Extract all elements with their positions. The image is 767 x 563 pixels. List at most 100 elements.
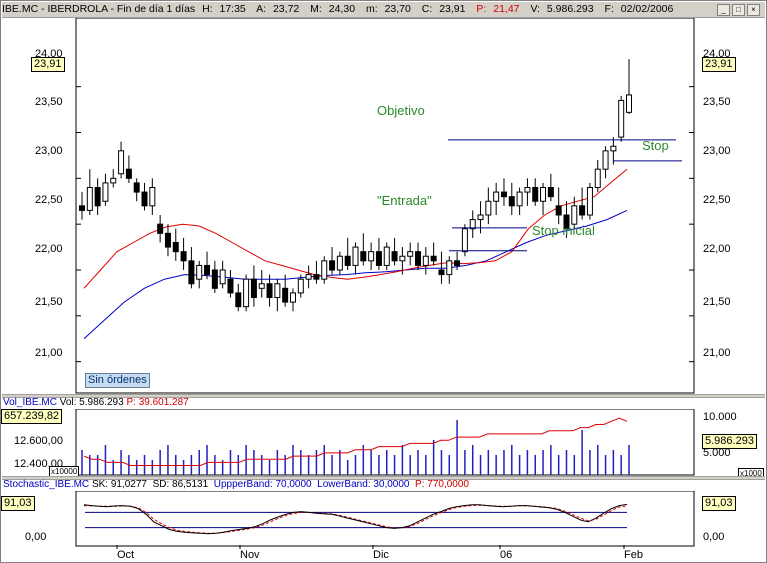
price-last-box-right: 23,91 xyxy=(702,57,736,72)
volume-tick-10000: 10.000 xyxy=(703,411,737,423)
candle-body xyxy=(383,246,390,266)
candle-body xyxy=(102,182,109,202)
sk-value: 91,0277 xyxy=(110,479,147,490)
candle-body xyxy=(508,196,515,207)
stoch-panel-title: Stochastic_IBE.MC SK: 91,0277 SD: 86,513… xyxy=(3,479,469,491)
lower-band-label: LowerBand: xyxy=(317,479,371,490)
candle-body xyxy=(555,205,562,216)
stoch-value-box: 91,03 xyxy=(1,496,35,511)
open-value: 23,72 xyxy=(272,3,300,15)
candle-body xyxy=(430,255,437,262)
stochastic-chart[interactable] xyxy=(1,491,766,547)
candle-body xyxy=(227,278,234,294)
volume-last-box: 5.986.293 xyxy=(702,434,757,449)
candle-body xyxy=(258,283,265,289)
x-tick-06: 06 xyxy=(500,549,513,561)
candle-body xyxy=(626,94,632,113)
candle-body xyxy=(532,187,539,202)
candle-body xyxy=(571,205,578,225)
volume-value-2: 5.986.293 xyxy=(79,397,124,408)
candle-body xyxy=(204,264,211,276)
candle-body xyxy=(336,255,343,271)
candle-body xyxy=(164,232,171,248)
price-chart[interactable] xyxy=(1,18,766,394)
candle-body xyxy=(516,191,523,207)
sd-value: 86,5131 xyxy=(172,479,209,490)
p-value: 21,47 xyxy=(493,3,520,15)
x-tick-oct: Oct xyxy=(117,549,135,561)
volume-value-box: 657.239,82 xyxy=(1,409,63,424)
open-label: A: xyxy=(256,3,267,15)
stoch-plot-frame xyxy=(75,491,695,547)
candle-body xyxy=(305,274,312,280)
x-tick-dic: Dic xyxy=(373,549,389,561)
candle-body xyxy=(579,205,586,216)
candle-body xyxy=(180,251,187,262)
candle-body xyxy=(586,187,593,216)
close-button[interactable]: × xyxy=(747,4,760,16)
candle-body xyxy=(118,150,125,175)
stoch-last-box: 91,03 xyxy=(702,496,736,511)
volume-chart[interactable] xyxy=(1,409,766,476)
candle-body xyxy=(274,283,281,298)
candle-body xyxy=(133,182,140,193)
stoch-tick-0: 0,00 xyxy=(25,531,47,543)
upper-band-value: 70,0000 xyxy=(275,479,312,490)
candle-body xyxy=(422,255,429,266)
h-label: H: xyxy=(202,3,213,15)
stoch-sk-line xyxy=(83,503,628,535)
annotation-entrada: "Entrada" xyxy=(377,193,432,208)
candle-body xyxy=(415,251,422,266)
ma-short-line xyxy=(83,168,628,289)
candle-body xyxy=(329,260,336,271)
low-label: m: xyxy=(365,3,378,15)
candle-body xyxy=(594,168,601,189)
volume-label-2: Vol: xyxy=(59,397,77,408)
volume-tick-12600: 12.600,00 xyxy=(14,435,63,447)
price-tick-right-21-5: 21,50 xyxy=(703,296,731,308)
panel-divider[interactable] xyxy=(2,394,765,398)
x-tick-feb: Feb xyxy=(624,549,643,561)
volume-p-value: 39.601.287 xyxy=(138,397,189,408)
candle-body xyxy=(157,223,164,234)
price-tick-right-22-5: 22,50 xyxy=(703,194,731,206)
candle-body xyxy=(321,260,328,280)
low-value: 23,70 xyxy=(384,3,411,15)
candle-body xyxy=(243,278,250,308)
stoch-sd-line xyxy=(83,504,628,534)
price-tick-21-5: 21,50 xyxy=(35,296,63,308)
orders-status-button[interactable]: Sin órdenes xyxy=(85,373,150,388)
volume-value: 5.986.293 xyxy=(546,3,594,15)
price-tick-right-22: 22,00 xyxy=(703,243,731,255)
x-tick-nov: Nov xyxy=(240,549,260,561)
price-tick-22-5: 22,50 xyxy=(35,194,63,206)
candle-body xyxy=(610,145,617,152)
close-value: 23,91 xyxy=(439,3,466,15)
price-plot-frame xyxy=(75,18,695,394)
volume-title: Vol_IBE.MC xyxy=(3,397,57,408)
candle-body xyxy=(344,255,351,266)
candle-body xyxy=(618,99,625,138)
candle-body xyxy=(391,251,398,262)
sk-label: SK: xyxy=(91,479,109,490)
candle-body xyxy=(141,191,148,207)
candle-body xyxy=(149,187,156,207)
date-value: 02/02/2006 xyxy=(620,3,674,15)
minimize-button[interactable]: _ xyxy=(717,4,730,16)
maximize-button[interactable]: □ xyxy=(732,4,745,16)
candle-body xyxy=(188,260,195,285)
price-tick-right-23: 23,00 xyxy=(703,145,731,157)
price-last-box-left: 23,91 xyxy=(31,57,65,72)
stoch-p-value: 770,0000 xyxy=(427,479,469,490)
candle-body xyxy=(235,292,242,308)
high-label: M: xyxy=(310,3,322,15)
candle-body xyxy=(454,260,461,266)
candle-body xyxy=(219,269,226,285)
candle-body xyxy=(368,251,375,262)
panel-divider-2[interactable] xyxy=(2,476,765,480)
annotation-stop: Stop xyxy=(642,138,669,153)
candle-body xyxy=(375,251,382,266)
date-label: F: xyxy=(604,3,614,15)
title-bar: IBE.MC - IBERDROLA - Fin de día 1 días H… xyxy=(2,2,765,18)
